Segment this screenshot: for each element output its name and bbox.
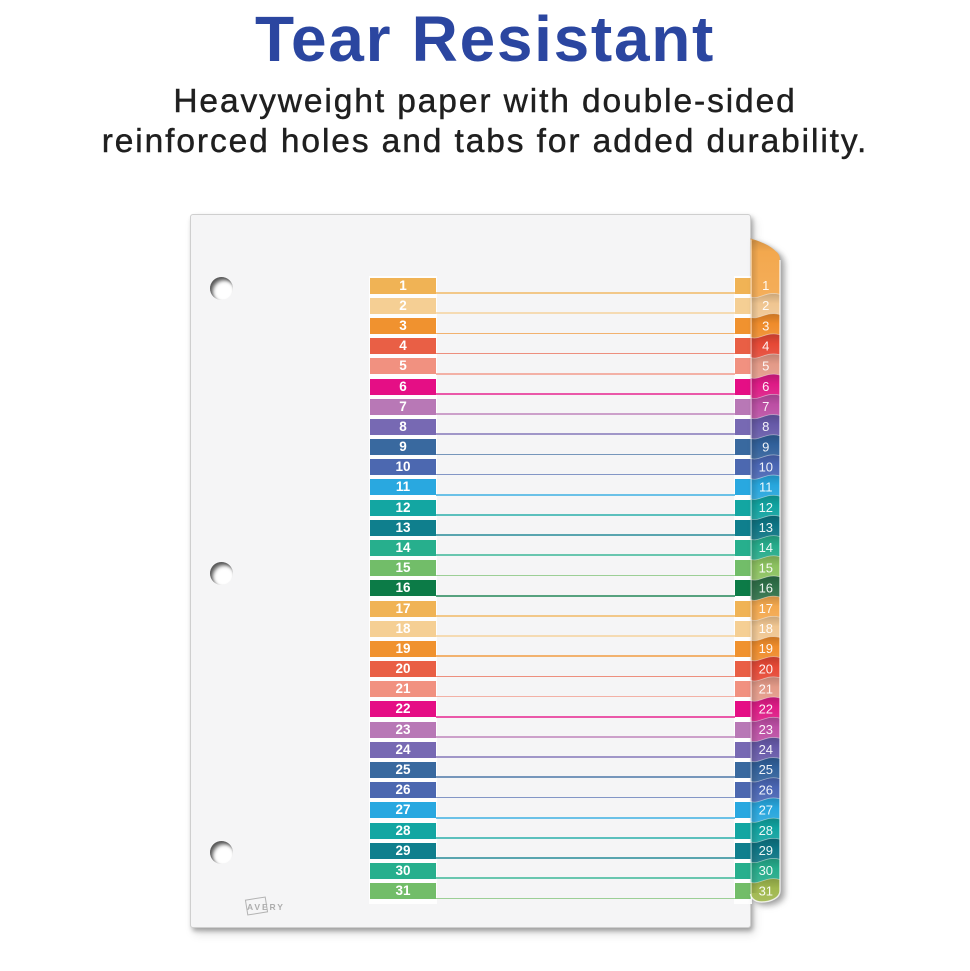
svg-text:6: 6 (762, 379, 769, 394)
svg-text:22: 22 (759, 702, 773, 717)
svg-text:14: 14 (759, 540, 773, 555)
svg-text:17: 17 (759, 601, 773, 616)
svg-text:26: 26 (759, 782, 773, 797)
svg-text:20: 20 (759, 661, 773, 676)
svg-text:11: 11 (759, 480, 773, 495)
svg-text:29: 29 (759, 843, 773, 858)
svg-text:13: 13 (759, 520, 773, 535)
svg-text:9: 9 (762, 439, 769, 454)
svg-text:18: 18 (759, 621, 773, 636)
svg-text:7: 7 (762, 399, 769, 414)
svg-text:1: 1 (762, 278, 769, 293)
svg-text:28: 28 (759, 823, 773, 838)
svg-text:10: 10 (759, 460, 773, 475)
svg-text:15: 15 (759, 560, 773, 575)
svg-text:16: 16 (759, 581, 773, 596)
svg-text:3: 3 (762, 318, 769, 333)
svg-text:27: 27 (759, 803, 773, 818)
svg-text:31: 31 (759, 883, 773, 898)
svg-text:8: 8 (762, 419, 769, 434)
svg-text:4: 4 (762, 338, 769, 353)
svg-text:30: 30 (759, 863, 773, 878)
svg-text:5: 5 (762, 359, 769, 374)
svg-text:24: 24 (759, 742, 773, 757)
svg-text:25: 25 (759, 762, 773, 777)
svg-text:21: 21 (759, 682, 773, 697)
svg-text:2: 2 (762, 298, 769, 313)
svg-text:19: 19 (759, 641, 773, 656)
svg-text:23: 23 (759, 722, 773, 737)
svg-text:12: 12 (759, 500, 773, 515)
